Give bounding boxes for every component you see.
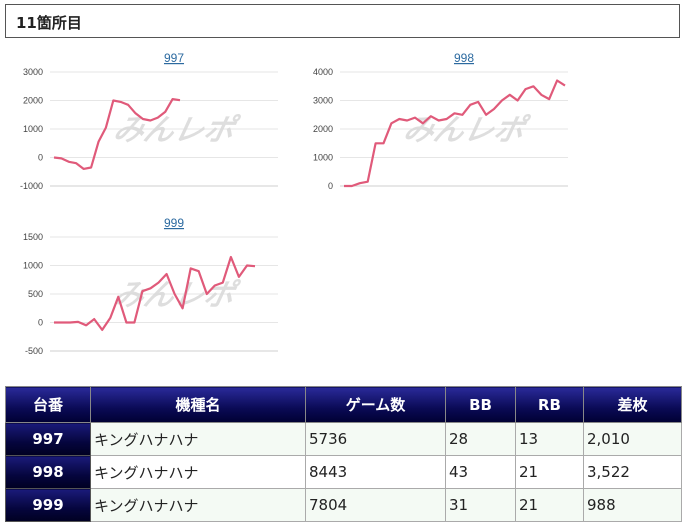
machine-name: キングハナハナ <box>90 455 306 489</box>
header-rb: RB <box>515 386 584 423</box>
y-tick-label: 2000 <box>313 124 333 134</box>
watermark-logo: みんレポ <box>110 113 242 148</box>
chart-998: 998 4000 3000 2000 1000 0 みんレポ <box>313 51 568 191</box>
chart-997: 997 3000 2000 1000 0 -1000 みんレポ <box>20 51 278 191</box>
table-row: 997 キングハナハナ 5736 28 13 2,010 <box>5 422 682 456</box>
y-tick-label: -500 <box>25 346 43 356</box>
header-bb: BB <box>445 386 516 423</box>
y-tick-label: 1000 <box>23 124 43 134</box>
unit-number: 997 <box>5 422 91 456</box>
header-machine: 機種名 <box>90 386 306 423</box>
table-row: 999 キングハナハナ 7804 31 21 988 <box>5 488 682 522</box>
watermark-logo: みんレポ <box>400 113 532 148</box>
y-tick-label: 2000 <box>23 96 43 106</box>
game-count: 8443 <box>305 455 446 489</box>
machine-table: 台番 機種名 ゲーム数 BB RB 差枚 997 キングハナハナ 5736 28… <box>5 386 682 522</box>
y-tick-label: -1000 <box>20 181 43 191</box>
machine-name: キングハナハナ <box>90 422 306 456</box>
chart-title[interactable]: 998 <box>454 51 474 65</box>
y-tick-label: 3000 <box>313 96 333 106</box>
unit-number: 998 <box>5 455 91 489</box>
y-tick-label: 0 <box>38 318 43 328</box>
chart-title[interactable]: 999 <box>164 216 184 230</box>
rb-count: 13 <box>515 422 584 456</box>
y-tick-label: 1000 <box>313 153 333 163</box>
diff-value: 2,010 <box>583 422 682 456</box>
y-tick-label: 4000 <box>313 67 333 77</box>
section-title: 11箇所目 <box>16 14 82 32</box>
chart-title[interactable]: 997 <box>164 51 184 65</box>
y-tick-label: 1500 <box>23 232 43 242</box>
bb-count: 28 <box>445 422 516 456</box>
unit-number: 999 <box>5 488 91 522</box>
series-line <box>54 255 256 332</box>
game-count: 7804 <box>305 488 446 522</box>
series-line <box>344 79 566 188</box>
header-diff: 差枚 <box>583 386 682 423</box>
bb-count: 43 <box>445 455 516 489</box>
y-tick-label: 0 <box>328 181 333 191</box>
machine-name: キングハナハナ <box>90 488 306 522</box>
header-unit: 台番 <box>5 386 91 423</box>
y-tick-label: 3000 <box>23 67 43 77</box>
table-row: 998 キングハナハナ 8443 43 21 3,522 <box>5 455 682 489</box>
bb-count: 31 <box>445 488 516 522</box>
y-tick-label: 500 <box>28 289 43 299</box>
rb-count: 21 <box>515 488 584 522</box>
diff-value: 3,522 <box>583 455 682 489</box>
table-header-row: 台番 機種名 ゲーム数 BB RB 差枚 <box>5 386 682 423</box>
section-header: 11箇所目 <box>5 4 680 38</box>
game-count: 5736 <box>305 422 446 456</box>
rb-count: 21 <box>515 455 584 489</box>
series-line <box>53 97 181 171</box>
y-tick-label: 1000 <box>23 261 43 271</box>
y-tick-label: 0 <box>38 153 43 163</box>
header-games: ゲーム数 <box>305 386 446 423</box>
diff-value: 988 <box>583 488 682 522</box>
